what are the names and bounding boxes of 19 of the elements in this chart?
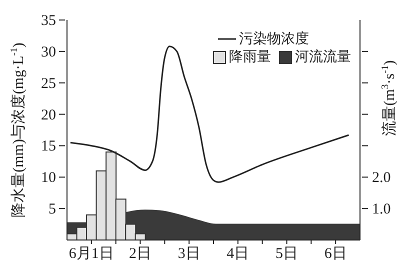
x-tick-label: 6日 [324, 246, 347, 262]
y-tick-label: 25 [41, 76, 56, 92]
x-tick-label: 4日 [226, 246, 250, 262]
x-tick-label: 3日 [178, 246, 200, 262]
line-series [70, 46, 350, 183]
y2-tick-label: 1.0 [372, 202, 391, 218]
y2-tick-label: 2.0 [372, 170, 391, 186]
x-tick-label: 5日 [276, 246, 298, 262]
legend-label: 河流流量 [295, 48, 351, 66]
legend-label: 降雨量 [229, 48, 271, 66]
x-tick-label: 6月1日 [68, 246, 114, 262]
y-tick-label: 20 [41, 107, 56, 124]
y-tick-label: 10 [41, 170, 56, 186]
y-tick-label: 15 [41, 138, 56, 155]
y-tick-label: 30 [41, 44, 56, 60]
x-tick-label: 2日 [129, 246, 152, 262]
legend-label: 污染物浓度 [239, 30, 309, 48]
y-tick-label: 35 [41, 13, 56, 29]
y-tick-label: 5 [48, 202, 56, 218]
